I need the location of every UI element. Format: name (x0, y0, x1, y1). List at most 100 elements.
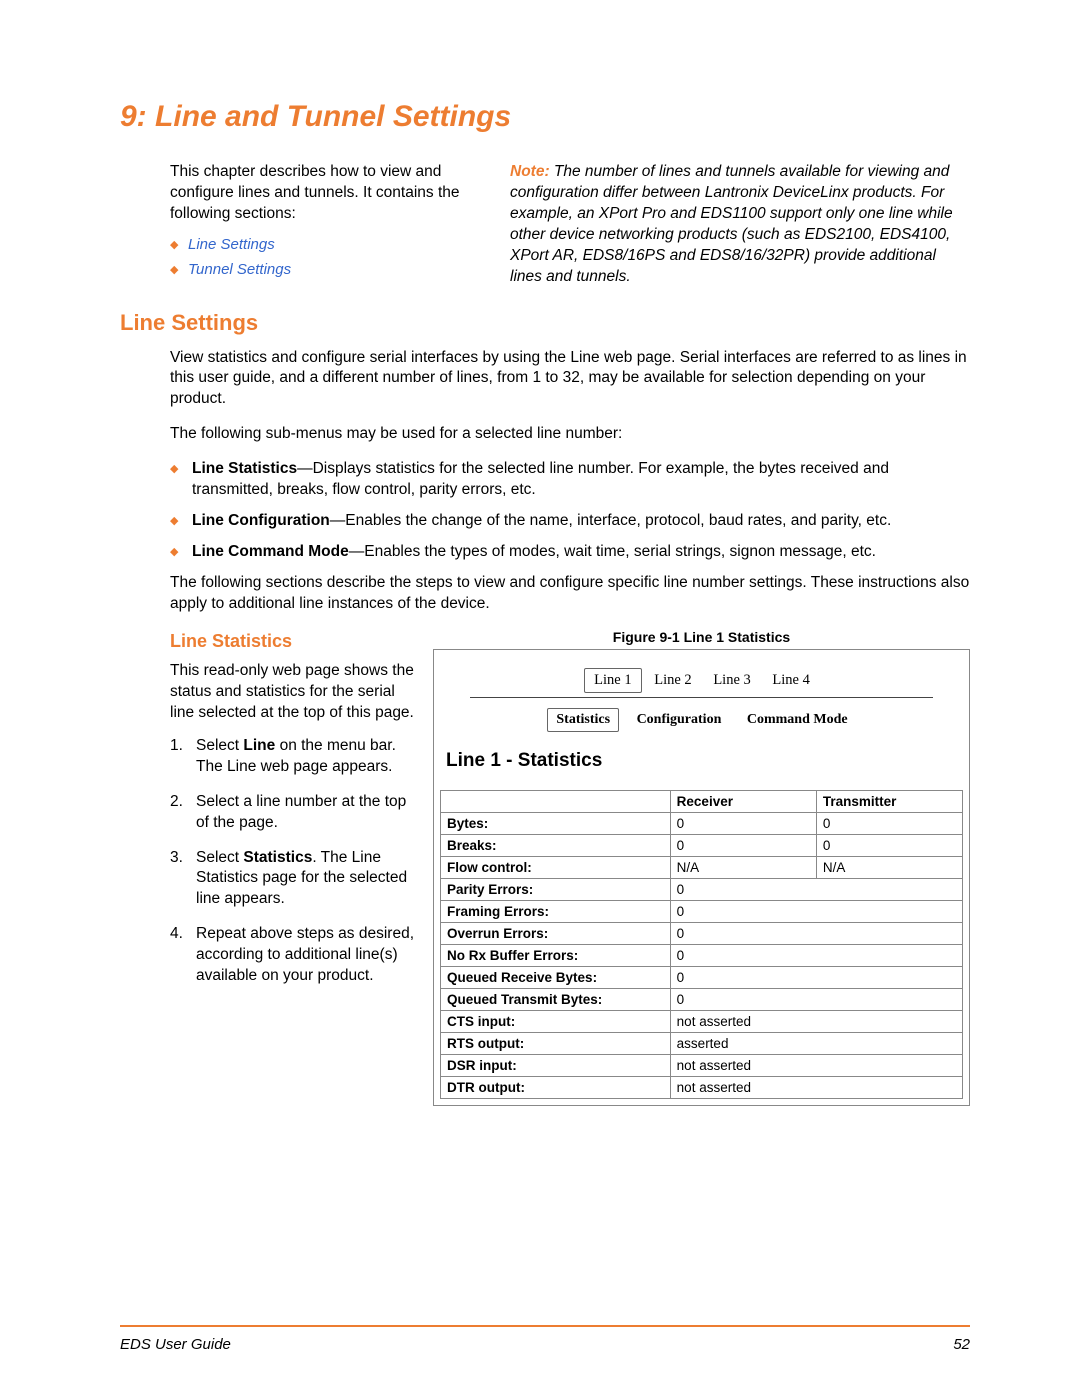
stat-value: not asserted (670, 1054, 962, 1076)
table-header-row: Receiver Transmitter (441, 790, 963, 812)
intro-left-column: This chapter describes how to view and c… (170, 162, 480, 288)
bullet-bold: Line Configuration (192, 512, 330, 529)
stat-transmitter: N/A (816, 856, 962, 878)
stat-receiver: 0 (670, 812, 816, 834)
stat-value: 0 (670, 966, 962, 988)
table-row: Queued Receive Bytes:0 (441, 966, 963, 988)
line-tab-1[interactable]: Line 1 (584, 668, 641, 693)
table-row: Queued Transmit Bytes:0 (441, 988, 963, 1010)
sub-tab-command-mode[interactable]: Command Mode (739, 709, 856, 731)
stat-label: RTS output: (441, 1032, 671, 1054)
stat-receiver: N/A (670, 856, 816, 878)
bullet-item: Line Configuration—Enables the change of… (170, 511, 970, 532)
sub-tab-configuration[interactable]: Configuration (629, 709, 730, 731)
table-header-receiver: Receiver (670, 790, 816, 812)
note-text: The number of lines and tunnels availabl… (510, 163, 953, 285)
table-row: Overrun Errors:0 (441, 922, 963, 944)
table-row: Flow control:N/AN/A (441, 856, 963, 878)
line-tab-2[interactable]: Line 2 (645, 669, 700, 692)
footer-rule (120, 1325, 970, 1327)
stat-value: asserted (670, 1032, 962, 1054)
chapter-number: 9: (120, 100, 147, 133)
table-row: DTR output:not asserted (441, 1076, 963, 1098)
bullet-bold: Line Statistics (192, 460, 297, 477)
bullet-item: Line Statistics—Displays statistics for … (170, 459, 970, 501)
toc-item: Line Settings (170, 235, 480, 256)
footer-doc-title: EDS User Guide (120, 1336, 231, 1353)
stat-label: CTS input: (441, 1010, 671, 1032)
step-bold: Line (243, 737, 275, 754)
steps-list: Select Line on the menu bar. The Line we… (170, 736, 415, 987)
figure-caption: Figure 9-1 Line 1 Statistics (433, 629, 970, 645)
table-row: Bytes:00 (441, 812, 963, 834)
step-pre: Select (196, 849, 243, 866)
step-item: Select Statistics. The Line Statistics p… (170, 848, 415, 911)
line-tab-3[interactable]: Line 3 (704, 669, 759, 692)
stat-label: Overrun Errors: (441, 922, 671, 944)
intro-row: This chapter describes how to view and c… (170, 162, 970, 288)
step-bold: Statistics (243, 849, 312, 866)
toc-link-line-settings[interactable]: Line Settings (188, 236, 275, 253)
line-statistics-row: Line Statistics This read-only web page … (170, 629, 970, 1106)
bullet-bold: Line Command Mode (192, 543, 349, 560)
note-label: Note: (510, 163, 550, 180)
intro-note: Note: The number of lines and tunnels av… (510, 162, 970, 288)
table-header-blank (441, 790, 671, 812)
stat-label: Queued Receive Bytes: (441, 966, 671, 988)
figure-box: Line 1 Line 2 Line 3 Line 4 Statistics C… (433, 649, 970, 1106)
stat-label: Bytes: (441, 812, 671, 834)
table-row: Framing Errors:0 (441, 900, 963, 922)
step-item: Repeat above steps as desired, according… (170, 924, 415, 987)
stat-transmitter: 0 (816, 812, 962, 834)
line-statistics-desc: This read-only web page shows the status… (170, 661, 415, 724)
stat-label: Framing Errors: (441, 900, 671, 922)
bullet-rest: —Displays statistics for the selected li… (192, 460, 889, 498)
figure-wrap: Figure 9-1 Line 1 Statistics Line 1 Line… (433, 629, 970, 1106)
step-pre: Select (196, 737, 243, 754)
stat-label: Flow control: (441, 856, 671, 878)
stat-value: 0 (670, 922, 962, 944)
stat-label: DTR output: (441, 1076, 671, 1098)
step-item: Select Line on the menu bar. The Line we… (170, 736, 415, 778)
stat-label: Queued Transmit Bytes: (441, 988, 671, 1010)
subsection-heading-line-statistics: Line Statistics (170, 629, 415, 653)
stat-value: 0 (670, 988, 962, 1010)
stat-receiver: 0 (670, 834, 816, 856)
line-tabs-row: Line 1 Line 2 Line 3 Line 4 (440, 668, 963, 693)
panel-title: Line 1 - Statistics (446, 750, 963, 772)
chapter-title-text: Line and Tunnel Settings (155, 100, 511, 133)
table-row: Parity Errors:0 (441, 878, 963, 900)
document-page: 9: Line and Tunnel Settings This chapter… (0, 0, 1080, 1397)
bullet-rest: —Enables the types of modes, wait time, … (349, 543, 876, 560)
table-body: Bytes:00Breaks:00Flow control:N/AN/APari… (441, 812, 963, 1098)
divider (470, 697, 933, 698)
chapter-title: 9: Line and Tunnel Settings (120, 100, 970, 134)
submenu-bullet-list: Line Statistics—Displays statistics for … (170, 459, 970, 563)
table-row: RTS output:asserted (441, 1032, 963, 1054)
intro-paragraph: This chapter describes how to view and c… (170, 162, 480, 225)
stat-value: 0 (670, 878, 962, 900)
footer-page-number: 52 (953, 1336, 970, 1353)
sub-tabs-row: Statistics Configuration Command Mode (440, 708, 963, 732)
table-row: No Rx Buffer Errors:0 (441, 944, 963, 966)
section-paragraph: View statistics and configure serial int… (170, 348, 970, 411)
stat-label: Breaks: (441, 834, 671, 856)
section-heading-line-settings: Line Settings (120, 310, 970, 336)
toc-item: Tunnel Settings (170, 260, 480, 281)
stat-label: Parity Errors: (441, 878, 671, 900)
step-pre: Repeat above steps as desired, according… (196, 925, 414, 984)
page-footer: EDS User Guide 52 (120, 1336, 970, 1353)
line-statistics-left-column: Line Statistics This read-only web page … (170, 629, 415, 1106)
bullet-item: Line Command Mode—Enables the types of m… (170, 542, 970, 563)
toc-link-tunnel-settings[interactable]: Tunnel Settings (188, 261, 291, 278)
line-tab-4[interactable]: Line 4 (763, 669, 818, 692)
stat-value: 0 (670, 944, 962, 966)
section-paragraph: The following sub-menus may be used for … (170, 424, 970, 445)
stat-transmitter: 0 (816, 834, 962, 856)
stat-value: not asserted (670, 1010, 962, 1032)
table-row: Breaks:00 (441, 834, 963, 856)
sub-tab-statistics[interactable]: Statistics (547, 708, 619, 732)
stat-label: DSR input: (441, 1054, 671, 1076)
bullet-rest: —Enables the change of the name, interfa… (330, 512, 892, 529)
statistics-table: Receiver Transmitter Bytes:00Breaks:00Fl… (440, 790, 963, 1099)
